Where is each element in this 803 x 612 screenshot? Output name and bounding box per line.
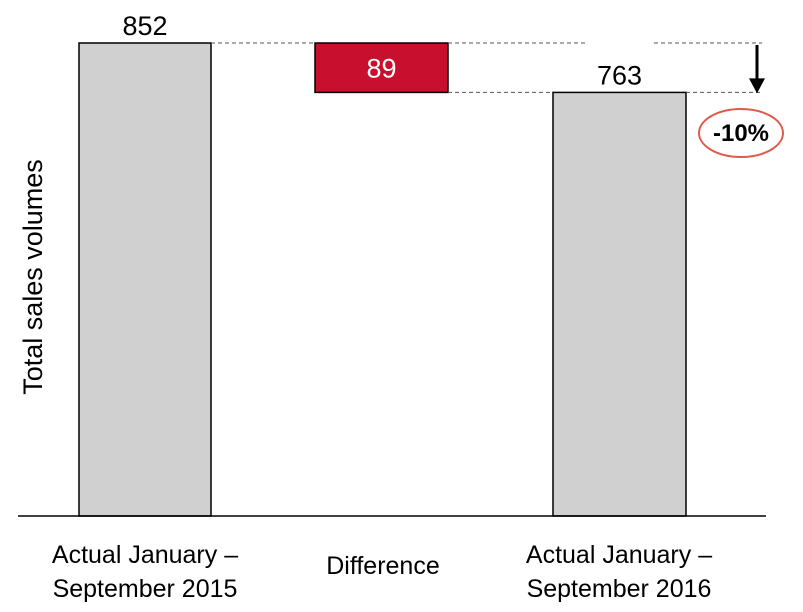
category-label-difference: Difference [263,549,503,583]
category-label-line-2: September 2015 [52,575,238,603]
bar-difference [314,42,449,94]
category-label-2015: Actual January – September 2015 [25,538,265,606]
bar-2016 [552,91,687,517]
category-label-line-2: September 2016 [526,575,712,603]
annotation-label: -10% [713,120,769,147]
y-axis-label: Total sales volumes [18,159,48,395]
arrow-head [749,78,765,94]
data-label-difference: 89 [366,54,396,84]
category-label-2016: Actual January – September 2016 [499,538,739,606]
category-label-line-1: Actual January – [525,541,713,569]
annotation-ring [698,108,784,158]
data-label-2015: 852 [122,11,167,41]
data-label-2016: 763 [597,60,642,90]
category-label-line-1: Actual January – [51,541,239,569]
category-label-line-1: Difference [326,552,440,580]
bar-2015 [78,42,212,517]
